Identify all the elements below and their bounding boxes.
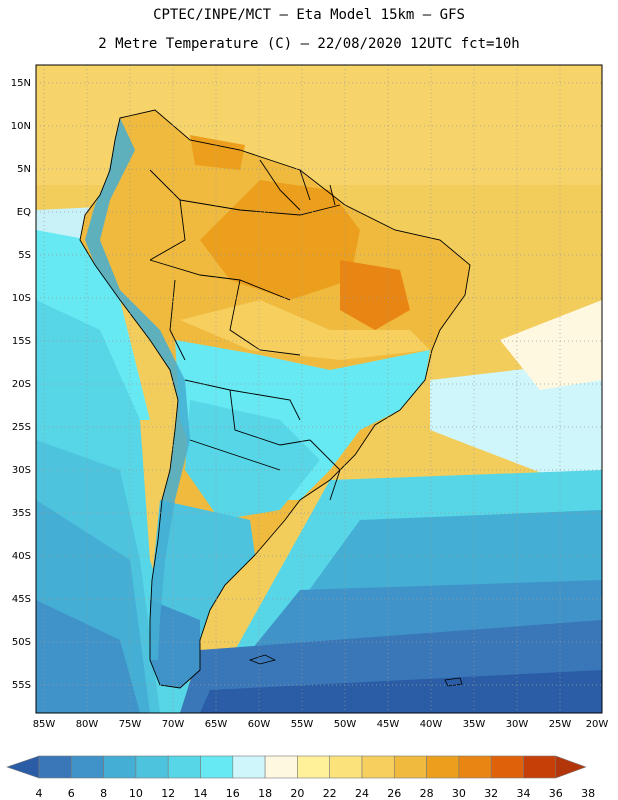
lat-tick-label: 25S [12,422,31,433]
colorbar-swatch [167,755,201,779]
colorbar-swatch [103,755,137,779]
lat-tick-label: 5N [17,164,31,175]
country-borders [79,109,471,689]
colorbar-label: 30 [452,787,466,800]
lon-tick-label: 25W [549,719,572,730]
lon-tick-label: 20W [586,719,609,730]
lon-tick-label: 80W [76,719,99,730]
lat-tick-label: 35S [12,508,31,519]
colorbar-label: 4 [36,787,43,800]
lat-tick-label: EQ [17,207,31,218]
lat-tick-label: 45S [12,594,31,605]
lat-tick-label: 50S [12,637,31,648]
colorbar-label: 24 [355,787,369,800]
lat-tick-label: 5S [18,250,31,261]
colorbar-label: 12 [161,787,175,800]
lon-tick-label: 85W [33,719,56,730]
lon-tick-label: 70W [162,719,185,730]
colorbar-arrow-right [555,755,587,779]
colorbar-label: 20 [290,787,304,800]
lat-tick-label: 10S [12,293,31,304]
colorbar-swatch [38,755,72,779]
colorbar-label: 32 [484,787,498,800]
colorbar-swatch [490,755,524,779]
colorbar-swatch [200,755,234,779]
lon-tick-label: 45W [377,719,400,730]
colorbar-label: 18 [258,787,272,800]
lon-tick-label: 55W [291,719,314,730]
colorbar-swatch [393,755,427,779]
lon-tick-label: 60W [248,719,271,730]
lat-tick-label: 10N [11,121,31,132]
lon-tick-label: 35W [463,719,486,730]
colorbar-arrow-left [6,755,40,779]
lon-tick-label: 50W [334,719,357,730]
colorbar-swatch [135,755,169,779]
temperature-field [36,65,602,713]
map-grid [36,65,602,713]
colorbar-label: 10 [129,787,143,800]
colorbar-label: 22 [323,787,337,800]
colorbar-label: 28 [420,787,434,800]
colorbar-swatch [297,755,330,779]
lat-tick-label: 15S [12,336,31,347]
colorbar-swatch [523,755,557,779]
colorbar-swatch [232,755,266,779]
lat-tick-label: 30S [12,465,31,476]
title-line-2: 2 Metre Temperature (C) – 22/08/2020 12U… [98,36,520,52]
lon-tick-label: 40W [420,719,443,730]
title-line-1: CPTEC/INPE/MCT – Eta Model 15km – GFS [153,7,465,23]
islands [248,654,463,687]
colorbar-swatch [458,755,492,779]
colorbar-label: 38 [581,787,595,800]
lat-tick-label: 40S [12,551,31,562]
lat-tick-label: 15N [11,78,31,89]
colorbar-swatch [264,755,298,779]
lon-tick-label: 65W [205,719,228,730]
colorbar-label: 26 [387,787,401,800]
colorbar-label: 8 [100,787,107,800]
colorbar-swatch [426,755,460,779]
lon-tick-label: 75W [119,719,142,730]
colorbar-label: 14 [194,787,208,800]
lon-tick-label: 30W [506,719,529,730]
colorbar-swatch [361,755,395,779]
colorbar-swatch [329,755,363,779]
colorbar-label: 6 [68,787,75,800]
colorbar-label: 16 [226,787,240,800]
lat-tick-label: 55S [12,680,31,691]
lat-tick-label: 20S [12,379,31,390]
colorbar: 4 6 8 10 12 14 16 18 20 22 24 26 28 30 32 34 36 38 [6,755,595,800]
colorbar-swatch [71,755,104,779]
colorbar-label: 34 [517,787,531,800]
colorbar-label: 36 [549,787,563,800]
map-frame [35,64,603,714]
